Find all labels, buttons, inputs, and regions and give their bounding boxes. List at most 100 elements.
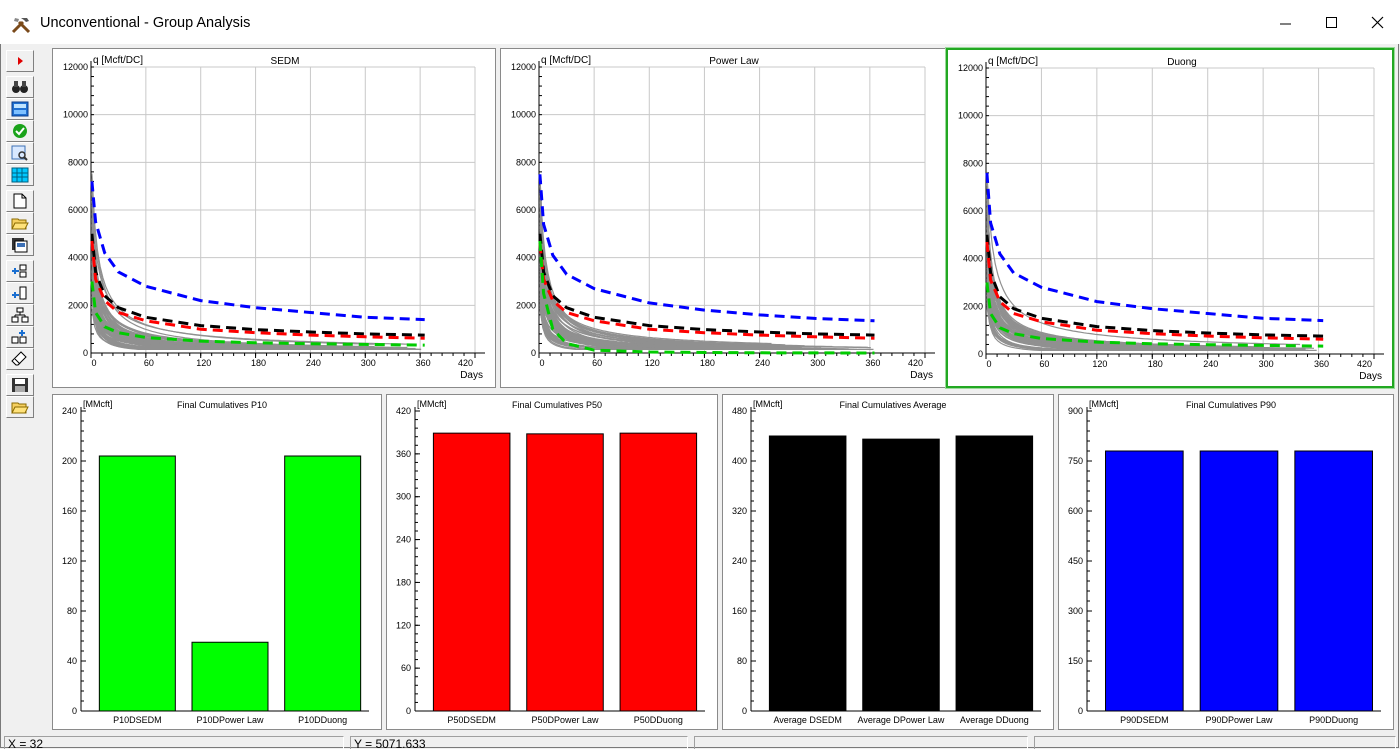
y-tick-label: 180 <box>396 577 411 587</box>
x-tick-label: 420 <box>458 358 473 368</box>
tree-button[interactable] <box>6 304 34 326</box>
x-category-label: P50DSEDM <box>447 715 496 725</box>
y-tick-label: 12000 <box>511 62 536 72</box>
y-tick-label: 480 <box>732 406 747 416</box>
bar-chart-panel-1[interactable]: 0 60 120 180 240 300 360 420 P50DSEDM P50DPower L… <box>386 394 718 730</box>
close-icon <box>1371 16 1384 29</box>
minimize-button[interactable] <box>1262 2 1308 42</box>
well-curve <box>91 235 323 349</box>
well-curve <box>91 240 359 348</box>
x-category-label: P50DDuong <box>634 715 683 725</box>
x-category-label: P90DSEDM <box>1120 715 1169 725</box>
run-icon <box>18 57 23 65</box>
bar-1 <box>862 438 940 712</box>
line-chart-panel-0[interactable]: 0 60 120 180 240 300 360 420 0 2000 4000 6000 8000 10… <box>52 48 496 388</box>
series-line-0 <box>538 174 875 323</box>
y-axis-label: [MMcft] <box>83 399 113 409</box>
save-button[interactable] <box>6 374 34 396</box>
status-field-4 <box>1034 736 1396 749</box>
y-tick-label: 750 <box>1068 456 1083 466</box>
add-node-button[interactable] <box>6 260 34 282</box>
y-tick-label: 0 <box>83 348 88 358</box>
run-button[interactable] <box>6 50 34 72</box>
open-button[interactable] <box>6 212 34 234</box>
x-axis-label: Days <box>1359 371 1382 382</box>
x-tick-label: 180 <box>1148 359 1163 369</box>
line-chart-panel-2[interactable]: 0 60 120 180 240 300 360 420 0 2000 4000 6000 8000 10… <box>945 47 1395 389</box>
bar-chart-2: 0 80 160 240 320 400 480 Average DSEDM Average D… <box>732 399 1041 725</box>
x-category-label: Average DDuong <box>960 715 1029 725</box>
find-button[interactable] <box>6 76 34 98</box>
bar-0 <box>98 455 176 712</box>
well-curve <box>91 232 413 351</box>
y-tick-label: 160 <box>62 506 77 516</box>
y-tick-label: 4000 <box>68 253 88 263</box>
bar-2 <box>955 435 1034 712</box>
y-tick-label: 0 <box>742 706 747 716</box>
add-tree-button[interactable] <box>6 326 34 348</box>
open-folder-icon <box>11 402 29 414</box>
line-chart-1: 0 60 120 180 240 300 360 420 0 2000 4000 6000 8000 10… <box>511 55 935 381</box>
new-file-button[interactable] <box>6 190 34 212</box>
save-disk-icon <box>12 378 28 392</box>
erase-button[interactable] <box>6 348 34 370</box>
validate-button[interactable] <box>6 120 34 142</box>
chart-title: Final Cumulatives P50 <box>512 400 602 410</box>
bar-chart-panel-2[interactable]: 0 80 160 240 320 400 480 Average DSEDM Average D… <box>722 394 1054 730</box>
bar-chart-panel-0[interactable]: 0 40 80 120 160 200 240 P10DSEDM P10DPower Law P1… <box>52 394 382 730</box>
table-button[interactable] <box>6 164 34 186</box>
binoculars-icon <box>12 81 28 93</box>
bar-2 <box>284 455 362 712</box>
preview-button[interactable] <box>6 142 34 164</box>
chart-title: Final Cumulatives Average <box>840 400 947 410</box>
y-tick-label: 0 <box>72 706 77 716</box>
open-folder-icon <box>11 218 29 230</box>
x-tick-label: 180 <box>700 358 715 368</box>
series-line-2 <box>538 243 875 340</box>
y-tick-label: 0 <box>406 706 411 716</box>
maximize-button[interactable] <box>1308 2 1354 42</box>
x-category-label: P90DDuong <box>1309 715 1358 725</box>
y-tick-label: 160 <box>732 606 747 616</box>
chart-title: Final Cumulatives P90 <box>1186 400 1276 410</box>
tools-app-icon <box>11 18 31 34</box>
well-curve <box>986 237 1265 348</box>
x-tick-label: 0 <box>986 359 991 369</box>
insert-node-button[interactable] <box>6 282 34 304</box>
x-category-label: P10DDuong <box>298 715 347 725</box>
y-tick-label: 60 <box>401 663 411 673</box>
close-button[interactable] <box>1354 2 1400 42</box>
y-tick-label: 80 <box>737 656 747 666</box>
series-line-0 <box>90 181 425 322</box>
y-axis-label: [MMcft] <box>753 399 783 409</box>
bar-chart-panel-3[interactable]: 0 150 300 450 600 750 900 P90DSEDM P90DPower Law… <box>1058 394 1394 730</box>
bar-2 <box>1294 450 1373 712</box>
well-curve <box>986 199 1284 350</box>
x-tick-label: 0 <box>539 358 544 368</box>
x-category-label: P50DPower Law <box>531 715 599 725</box>
y-tick-label: 10000 <box>63 110 88 120</box>
well-curve <box>986 203 1259 348</box>
x-tick-label: 420 <box>908 358 923 368</box>
x-axis-label: Days <box>910 370 933 381</box>
well-curve <box>91 192 394 349</box>
y-tick-label: 0 <box>1078 706 1083 716</box>
status-x-readout: X = 32 <box>4 736 344 749</box>
chart-title: SEDM <box>271 56 300 67</box>
new-file-icon <box>13 193 27 209</box>
x-tick-label: 120 <box>645 358 660 368</box>
y-tick-label: 300 <box>1068 606 1083 616</box>
calculate-button[interactable] <box>6 98 34 120</box>
x-tick-label: 0 <box>91 358 96 368</box>
save-copy-button[interactable] <box>6 234 34 256</box>
y-axis-label: [MMcft] <box>417 399 447 409</box>
title-bar: Unconventional - Group Analysis <box>0 0 1400 44</box>
add-tree-icon <box>11 330 27 344</box>
bar-1 <box>191 641 269 712</box>
well-curve <box>539 202 772 345</box>
line-chart-panel-1[interactable]: 0 60 120 180 240 300 360 420 0 2000 4000 6000 8000 10… <box>500 48 946 388</box>
x-tick-label: 60 <box>144 358 154 368</box>
y-tick-label: 2000 <box>963 301 983 311</box>
load-button[interactable] <box>6 396 34 418</box>
well-curve <box>986 171 1301 346</box>
